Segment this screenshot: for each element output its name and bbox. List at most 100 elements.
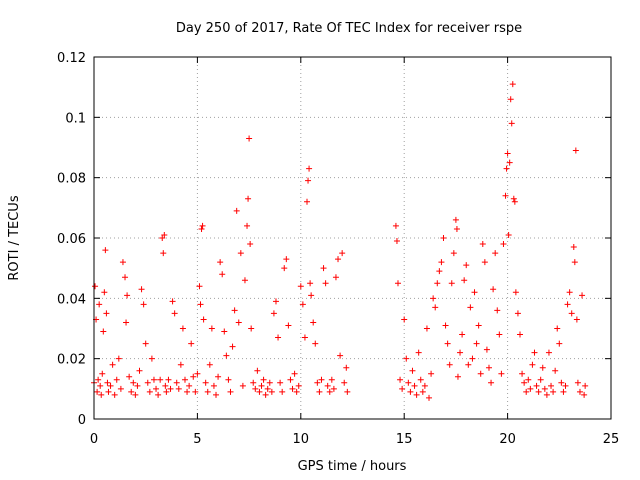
data-point [469,355,476,362]
data-point [572,147,579,154]
data-point [426,394,433,401]
data-point [564,301,571,308]
x-tick-label: 0 [90,432,98,447]
data-point [217,259,224,266]
data-point [461,277,468,284]
data-point [109,361,116,368]
data-point [500,241,507,248]
data-point [525,376,532,383]
data-point [576,388,583,395]
data-point [186,382,193,389]
data-point [150,376,157,383]
data-point [448,280,455,287]
data-point [159,235,166,241]
data-point [548,382,555,389]
data-point [339,250,346,257]
data-point [442,322,449,329]
data-point [502,192,509,199]
data-point [196,283,203,290]
data-point [122,274,129,281]
data-point [140,301,147,308]
data-point [281,265,288,272]
y-tick-label: 0.06 [57,232,86,247]
data-point [405,379,412,386]
data-point [409,367,416,374]
data-point [330,385,337,392]
data-point [100,328,107,335]
data-point [492,250,499,257]
data-point [581,391,588,398]
data-point [94,388,101,395]
data-point [123,319,130,326]
data-point [519,370,526,377]
data-point [200,316,207,323]
data-point [213,391,220,398]
data-point [558,379,565,386]
data-point [113,376,120,383]
data-point [283,256,290,263]
data-point [419,388,426,395]
data-point [494,307,501,314]
y-tick-label: 0.08 [57,172,86,187]
data-point [510,195,517,202]
data-point [582,382,589,389]
data-point [507,96,514,103]
data-point [279,388,286,395]
data-point [235,319,242,326]
data-point [514,310,521,317]
data-point [136,367,143,374]
data-point [509,81,516,88]
data-point [111,391,118,398]
data-point [463,262,470,269]
y-axis: 0 0.02 0.04 0.06 0.08 0.1 0.12 [57,51,611,428]
data-point [138,286,145,293]
y-tick-label: 0.02 [57,353,86,368]
data-point [128,388,135,395]
data-point [194,370,201,377]
data-point [181,376,188,383]
data-point [417,376,424,383]
data-point [506,159,513,166]
data-point [275,334,282,341]
data-point [438,259,445,266]
data-point [399,385,406,392]
data-point [219,271,226,278]
data-point [285,322,292,329]
data-point [541,385,548,392]
data-point [260,376,267,383]
data-point [231,307,238,314]
data-point [223,352,230,359]
data-point [295,382,302,389]
data-point [155,391,162,398]
data-point [434,280,441,287]
data-point [537,376,544,383]
data-point [392,222,399,229]
data-point [394,280,401,287]
data-point [237,250,244,257]
data-point [229,343,236,350]
data-point [543,391,550,398]
data-point [169,298,176,305]
data-point [467,304,474,311]
data-point [304,198,311,205]
x-axis: 0 5 10 15 20 25 [90,57,619,447]
data-point [98,391,105,398]
data-point [457,349,464,356]
data-point [184,388,191,395]
data-point [256,388,263,395]
data-point [188,340,195,347]
data-point [130,379,137,386]
data-point [165,376,172,383]
data-point [101,289,108,296]
data-point [508,120,515,127]
data-point [266,379,273,386]
data-point [221,328,228,335]
data-point [560,388,567,395]
data-point [504,150,511,157]
data-point [310,319,317,326]
data-point [512,289,519,296]
data-point [173,379,180,386]
data-point [299,301,306,308]
data-point [167,385,174,392]
